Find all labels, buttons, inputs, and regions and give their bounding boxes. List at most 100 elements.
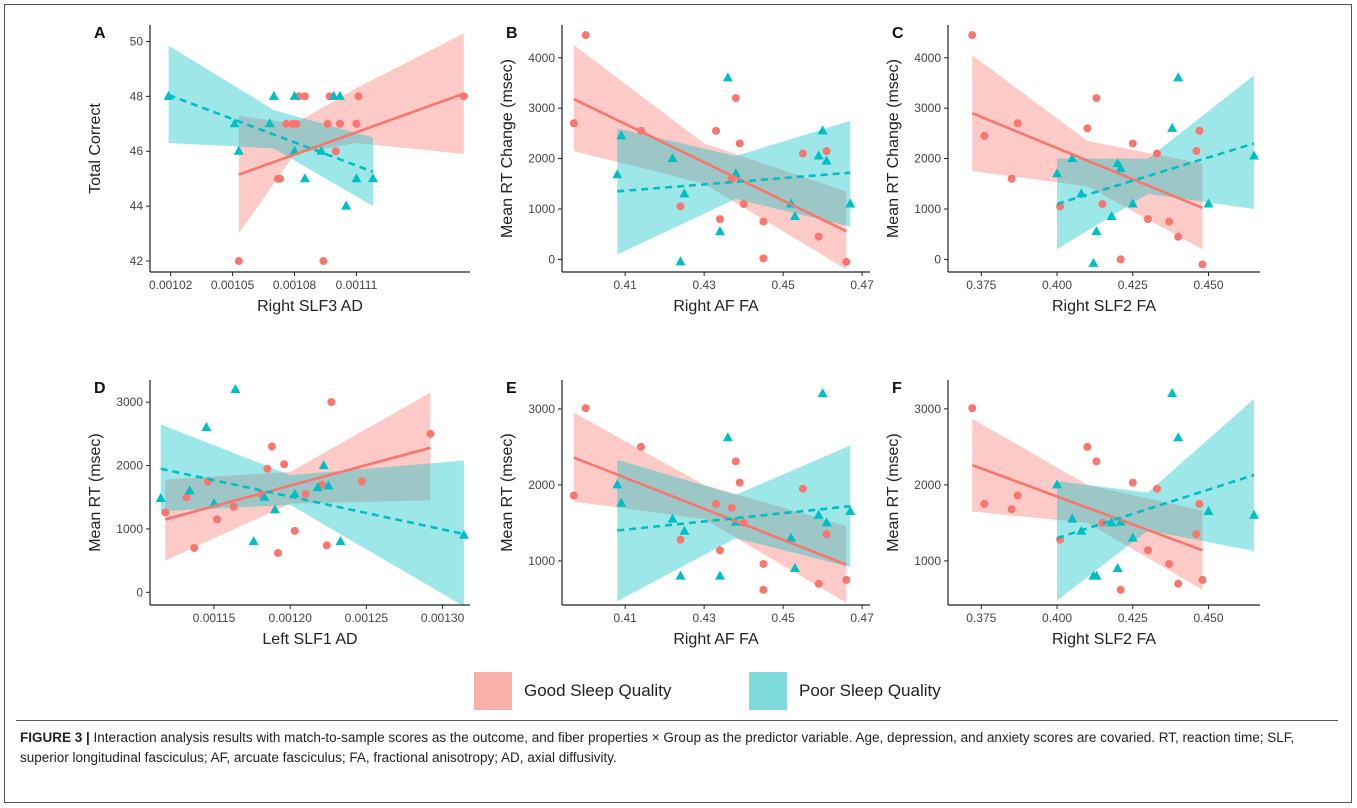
point-poor [612,479,623,489]
panel-f: 0.375 0.400 0.425 0.450 1000 2000 3000 Right SL… [885,380,1260,648]
point-good [759,254,768,263]
x-axis-label: Right SLF3 AD [257,298,363,315]
point-poor [1203,506,1214,516]
x-tick-label: 0.41 [613,611,637,625]
x-axis-label: Right SLF2 FA [1052,298,1156,315]
point-poor [1115,163,1126,173]
point-poor [1067,513,1078,523]
fit-line-good [573,456,847,566]
point-poor [722,432,733,442]
point-good [798,149,807,158]
point-poor [323,480,334,490]
point-poor [616,130,627,140]
x-tick-label: 0.00102 [149,278,193,292]
fit-line-poor [617,171,851,193]
point-poor [229,118,240,128]
x-tick-label: 0.43 [692,611,716,625]
point-poor [612,169,623,179]
point-good [1174,579,1183,588]
panel-a: 0.00102 0.00105 0.00108 0.00111 42 44 46 48 50 Ri… [87,25,470,315]
point-good [161,508,170,517]
point-good [190,543,199,552]
x-tick-label: 0.375 [966,611,996,625]
point-poor [1106,211,1117,221]
y-tick-label: 0 [136,585,143,599]
y-tick-label: 48 [130,89,144,103]
legend-poor-swatch [749,672,787,710]
x-tick-label: 0.375 [966,278,996,292]
point-poor [679,525,690,535]
ci-band-good [573,45,847,270]
point-poor [201,422,212,432]
y-axis-label: Total Correct [87,103,104,194]
point-poor [817,125,828,135]
point-good [354,92,363,101]
point-poor [714,226,725,236]
x-tick-label: 0.47 [850,278,874,292]
point-good [676,202,685,211]
point-good [276,174,285,183]
point-poor [259,491,270,501]
point-good [1116,255,1125,264]
point-poor [1167,388,1178,398]
point-good [759,585,768,594]
point-good [1116,585,1125,594]
fit-line-poor [617,504,851,532]
point-good [357,477,366,486]
x-axis-label: Right AF FA [673,631,759,648]
point-poor [821,155,832,165]
point-poor [667,513,678,523]
point-good [1192,147,1201,156]
point-good [1083,124,1092,133]
y-tick-label: 2000 [914,152,941,166]
y-axis-label: Mean RT (msec) [885,433,902,552]
x-tick-label: 0.400 [1042,278,1072,292]
point-good [1128,139,1137,148]
point-good [229,502,238,511]
legend-good-label: Good Sleep Quality [524,681,672,700]
point-good [323,119,332,128]
x-tick-label: 0.41 [613,278,637,292]
panel-letter: A [94,25,106,42]
x-tick-label: 0.43 [692,278,716,292]
panel-letter: D [94,380,106,397]
y-tick-label: 2000 [528,478,555,492]
ci-band-poor [617,120,851,255]
point-good [676,535,685,544]
point-good [322,541,331,550]
point-poor [264,118,275,128]
point-poor [813,150,824,160]
point-poor [817,388,828,398]
point-poor [845,198,856,208]
plot-area [163,33,468,266]
point-poor [821,517,832,527]
point-poor [1091,570,1102,580]
point-good [282,119,291,128]
point-good [980,499,989,508]
point-good [1092,94,1101,103]
point-poor [268,90,279,100]
point-poor [230,384,241,394]
point-poor [1088,257,1099,267]
point-good [739,199,748,208]
panel-letter: B [506,25,518,42]
y-tick-label: 1000 [914,202,941,216]
point-poor [786,532,797,542]
x-tick-label: 0.425 [1118,611,1148,625]
point-good [1153,484,1162,493]
ci-band-poor [160,424,464,605]
point-poor [299,173,310,183]
point-good [636,442,645,451]
point-good [327,398,336,407]
point-poor [1248,509,1259,519]
point-good [1165,559,1174,568]
point-poor [1248,150,1259,160]
figure-caption: FIGURE 3 | Interaction analysis results … [20,728,1332,768]
point-good [814,579,823,588]
point-good [274,549,282,558]
point-poor [248,536,259,546]
x-tick-label: 0.00108 [273,278,317,292]
point-good [1174,232,1183,241]
fit-line-poor [1056,473,1255,540]
y-tick-label: 4000 [528,51,555,65]
